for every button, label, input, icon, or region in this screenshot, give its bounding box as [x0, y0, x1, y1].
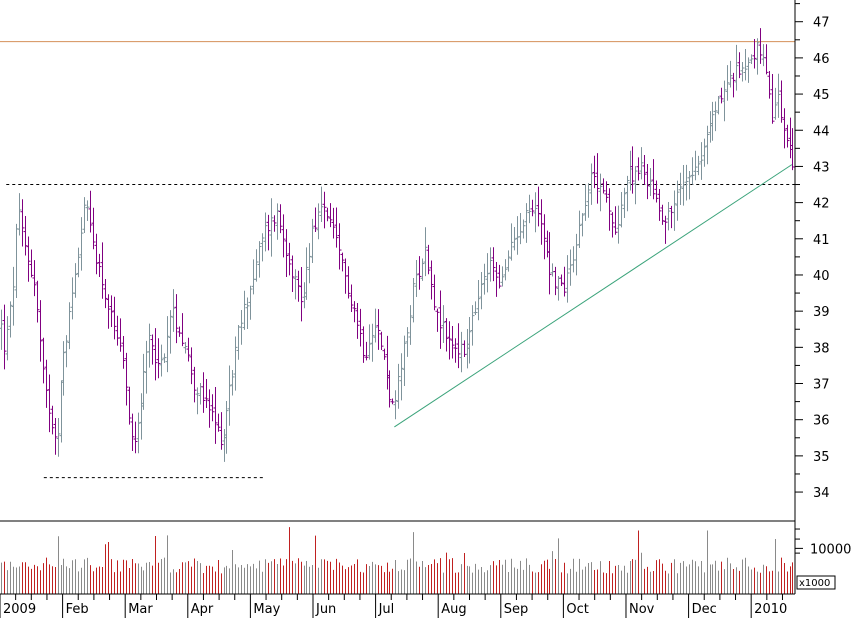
volume-pane	[1, 527, 793, 594]
month-label: Aug	[441, 602, 466, 617]
trendline	[394, 164, 793, 428]
price-bars	[0, 28, 795, 462]
month-label: Jun	[315, 602, 336, 617]
time-axis: 2009 Feb Mar Apr May Jun Jul Aug Sep Oct Nov Dec 201…	[0, 594, 787, 618]
month-label: Feb	[66, 602, 89, 617]
price-tick-label: 40	[813, 269, 830, 284]
price-tick-label: 35	[813, 450, 830, 465]
reference-lines	[0, 41, 795, 479]
price-axis: 34 35 36 37 38 39 40 41 42 43 44 45 46 47	[795, 3, 830, 501]
volume-tick-label: 10000	[810, 542, 851, 557]
volume-axis: 10000 x1000	[795, 528, 851, 590]
month-label: Dec	[692, 602, 717, 617]
price-tick-label: 37	[813, 378, 830, 393]
price-pane	[0, 28, 795, 479]
price-tick-label: 34	[813, 486, 830, 501]
month-label: Sep	[504, 602, 529, 617]
price-tick-label: 44	[813, 124, 830, 139]
volume-unit-box	[796, 575, 836, 590]
price-tick-label: 38	[813, 341, 830, 356]
month-label: 2009	[3, 602, 36, 617]
month-label: Mar	[128, 602, 153, 617]
price-tick-label: 47	[813, 16, 830, 31]
price-tick-label: 46	[813, 52, 830, 67]
price-tick-label: 41	[813, 233, 830, 248]
month-label: Nov	[629, 602, 655, 617]
month-label: Apr	[191, 602, 214, 617]
price-tick-label: 43	[813, 160, 830, 175]
month-label: Oct	[566, 602, 588, 617]
price-tick-label: 42	[813, 197, 830, 212]
volume-unit-label: x1000	[799, 578, 830, 589]
price-tick-label: 45	[813, 88, 830, 103]
price-tick-label: 39	[813, 305, 830, 320]
month-label: May	[253, 602, 280, 617]
month-label: Jul	[378, 602, 395, 617]
month-label: 2010	[754, 602, 787, 617]
price-tick-label: 36	[813, 414, 830, 429]
